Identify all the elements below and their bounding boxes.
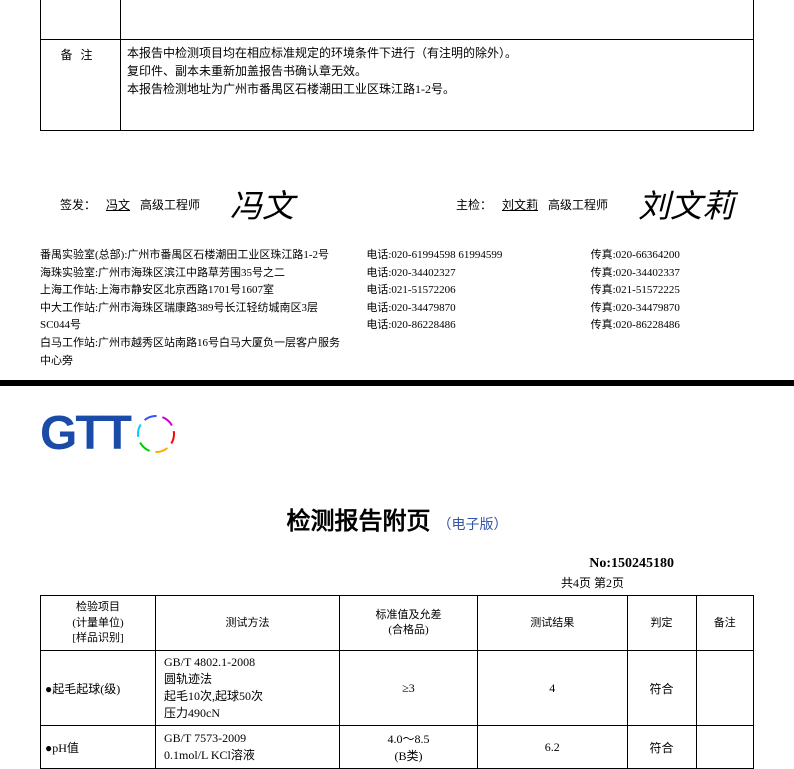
contact-block: 番禺实验室(总部):广州市番禺区石楼潮田工业区珠江路1-2号 海珠实验室:广州市…: [40, 247, 754, 370]
logo-text: GTT: [40, 406, 130, 461]
issuer-label: 签发：: [60, 196, 96, 213]
fax-column: 传真:020-66364200 传真:020-34402337 传真:021-5…: [591, 247, 754, 370]
table-header-row: 检验项目(计量单位)[样品识别] 测试方法 标准值及允差(合格品) 测试结果 判…: [41, 596, 754, 651]
address-line: 海珠实验室:广州市海珠区滨江中路草芳围35号之二: [40, 265, 346, 283]
table-row: ●pH值 GB/T 7573-20090.1mol/L KCl溶液 4.0～8.…: [41, 726, 754, 769]
test-results-table: 检验项目(计量单位)[样品识别] 测试方法 标准值及允差(合格品) 测试结果 判…: [40, 595, 754, 769]
phone-line: 电话:020-61994598 61994599: [366, 247, 570, 265]
page1-table-fragment: 备注 本报告中检测项目均在相应标准规定的环境条件下进行（有注明的除外）。 复印件…: [40, 0, 754, 131]
issuer-block: 签发： 冯文 高级工程师 冯文: [60, 181, 294, 227]
report-number: No:150245180: [40, 556, 674, 572]
address-line: 白马工作站:广州市越秀区站南路16号白马大厦负一层客户服务中心旁: [40, 335, 346, 370]
issuer-title: 高级工程师: [140, 196, 200, 213]
cell-judge: 符合: [627, 726, 696, 769]
report-title: 检测报告附页: [287, 509, 431, 535]
report-subtitle: （电子版）: [438, 518, 508, 533]
address-column: 番禺实验室(总部):广州市番禺区石楼潮田工业区珠江路1-2号 海珠实验室:广州市…: [40, 247, 346, 370]
fax-line: 传真:020-34479870: [591, 300, 754, 318]
phone-line: 电话:020-86228486: [366, 317, 570, 335]
remark-line2: 复印件、副本未重新加盖报告书确认章无效。: [127, 62, 747, 80]
fax-line: 传真:020-34402337: [591, 265, 754, 283]
issuer-name: 冯文: [106, 196, 130, 213]
remark-label: 备注: [41, 40, 121, 130]
logo-row: GTT: [40, 406, 754, 461]
fax-line: 传真:021-51572225: [591, 282, 754, 300]
header-judge: 判定: [627, 596, 696, 651]
phone-column: 电话:020-61994598 61994599 电话:020-34402327…: [366, 247, 570, 370]
header-item: 检验项目(计量单位)[样品识别]: [41, 596, 156, 651]
report-title-row: 检测报告附页 （电子版）: [40, 501, 754, 536]
header-standard: 标准值及允差(合格品): [340, 596, 478, 651]
cell-result: 6.2: [478, 726, 628, 769]
address-line: 番禺实验室(总部):广州市番禺区石楼潮田工业区珠江路1-2号: [40, 247, 346, 265]
checker-block: 主检： 刘文莉 高级工程师 刘文莉: [456, 181, 734, 227]
page-indicator: 共4页 第2页: [40, 574, 624, 591]
header-remark: 备注: [696, 596, 754, 651]
checker-title: 高级工程师: [548, 196, 608, 213]
page1-empty-row: [41, 0, 753, 40]
cell-method: GB/T 7573-20090.1mol/L KCl溶液: [156, 726, 340, 769]
swirl-icon: [136, 414, 176, 454]
page-divider: [0, 380, 794, 386]
address-line: 中大工作站:广州市海珠区瑞康路389号长江轻纺城南区3层SC044号: [40, 300, 346, 335]
issuer-signature: 冯文: [230, 181, 294, 227]
remark-line3: 本报告检测地址为广州市番禺区石楼潮田工业区珠江路1-2号。: [127, 80, 747, 98]
signature-section: 签发： 冯文 高级工程师 冯文 主检： 刘文莉 高级工程师 刘文莉: [60, 181, 734, 227]
checker-label: 主检：: [456, 196, 492, 213]
remark-line1: 本报告中检测项目均在相应标准规定的环境条件下进行（有注明的除外）。: [127, 44, 747, 62]
phone-line: 电话:021-51572206: [366, 282, 570, 300]
checker-name: 刘文莉: [502, 196, 538, 213]
fax-line: 传真:020-86228486: [591, 317, 754, 335]
cell-standard: 4.0～8.5(B类): [340, 726, 478, 769]
phone-line: 电话:020-34479870: [366, 300, 570, 318]
fax-line: 传真:020-66364200: [591, 247, 754, 265]
address-line: 上海工作站:上海市静安区北京西路1701号1607室: [40, 282, 346, 300]
checker-signature: 刘文莉: [638, 181, 734, 227]
remark-content: 本报告中检测项目均在相应标准规定的环境条件下进行（有注明的除外）。 复印件、副本…: [121, 40, 753, 130]
header-method: 测试方法: [156, 596, 340, 651]
cell-remark: [696, 726, 754, 769]
report-no-label: No:: [589, 556, 611, 571]
page2-header: GTT 检测报告附页 （电子版） No:150245180 共4页 第2页: [40, 406, 754, 591]
report-no-value: 150245180: [611, 556, 674, 571]
cell-item: ●pH值: [41, 726, 156, 769]
header-result: 测试结果: [478, 596, 628, 651]
phone-line: 电话:020-34402327: [366, 265, 570, 283]
remark-row: 备注 本报告中检测项目均在相应标准规定的环境条件下进行（有注明的除外）。 复印件…: [41, 40, 753, 130]
